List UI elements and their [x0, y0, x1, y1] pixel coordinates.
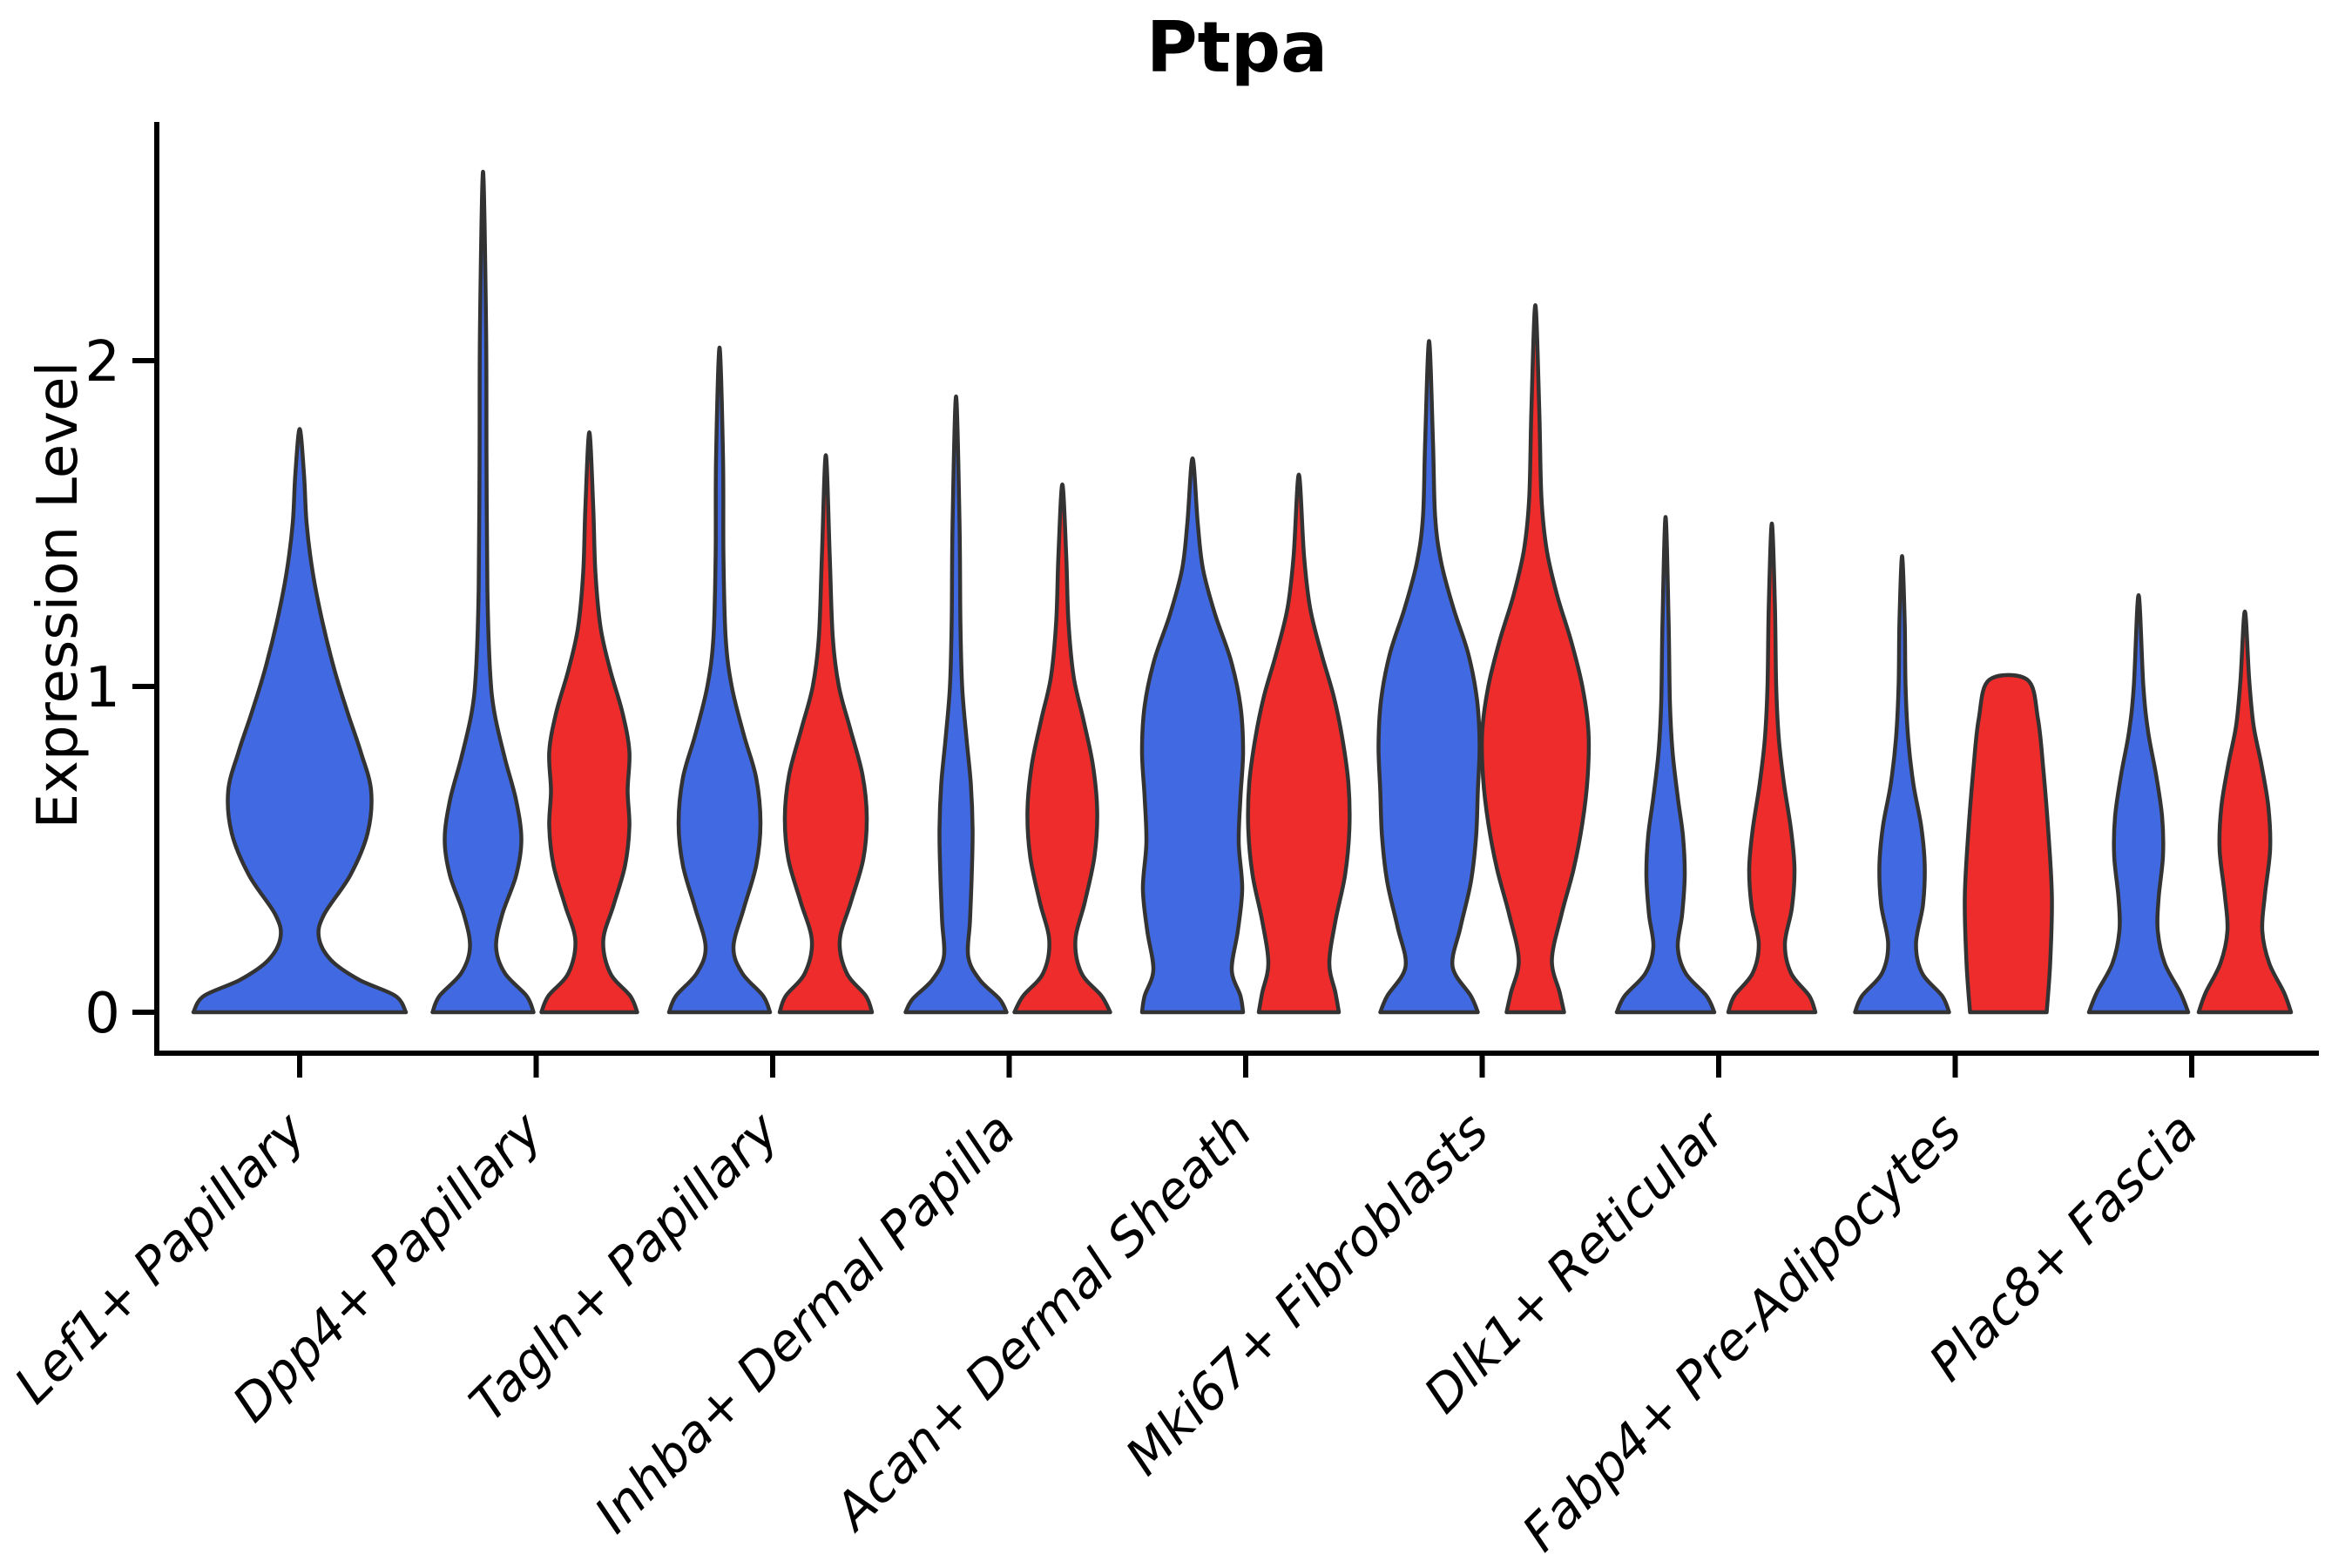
y-tick-label: 2	[84, 330, 120, 395]
y-tick-label: 1	[84, 656, 120, 720]
violin-red-inhba	[1012, 482, 1112, 1015]
violin-blue-tagln	[666, 345, 773, 1015]
violins-layer	[191, 169, 2294, 1015]
violin-blue-dpp4	[430, 169, 536, 1015]
violin-blue-inhba	[903, 394, 1009, 1015]
violin-blue-acan	[1139, 456, 1246, 1015]
violin-red-fabp4	[1963, 672, 2054, 1015]
violin-red-dlk1	[1726, 521, 1818, 1015]
violin-red-tagln	[777, 453, 875, 1015]
violin-red-mki67	[1479, 303, 1592, 1015]
violin-red-plac8	[2196, 609, 2294, 1015]
violin-red-acan	[1246, 472, 1352, 1015]
violin-blue-mki67	[1376, 339, 1482, 1015]
axes-spines	[154, 122, 2319, 1056]
violin-blue-lef1	[191, 427, 409, 1015]
chart-title: Ptpa	[1146, 7, 1328, 88]
y-tick-label: 0	[84, 982, 120, 1046]
y-ticks-layer: 0 1 2	[84, 330, 157, 1046]
y-axis-label: Expression Level	[26, 362, 91, 829]
violin-red-dpp4	[539, 430, 639, 1015]
violin-blue-fabp4	[1853, 554, 1951, 1015]
violin-blue-dlk1	[1614, 515, 1717, 1015]
violin-blue-plac8	[2086, 593, 2191, 1015]
